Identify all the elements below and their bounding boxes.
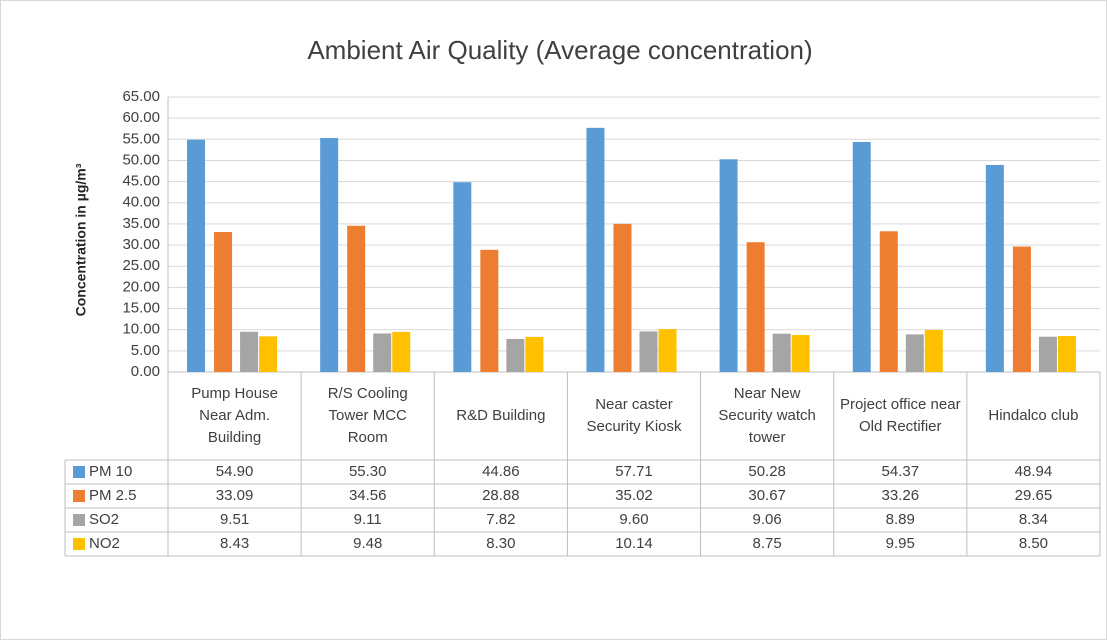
table-value: 54.37 <box>882 463 920 480</box>
bar <box>480 249 499 372</box>
table-value: 8.75 <box>753 535 782 552</box>
bar <box>240 331 259 372</box>
table-value: 8.30 <box>486 535 515 552</box>
bar <box>373 333 392 372</box>
table-value: 35.02 <box>615 487 653 504</box>
table-value: 7.82 <box>486 511 515 528</box>
table-value: 33.09 <box>216 487 254 504</box>
legend-label: SO2 <box>89 511 119 528</box>
bar <box>924 329 943 372</box>
table-value: 8.34 <box>1019 511 1048 528</box>
bar <box>1038 336 1057 372</box>
y-tick-label: 20.00 <box>122 278 160 295</box>
category-cell: Project office near Old Rectifier <box>839 396 961 435</box>
y-tick-label: 50.00 <box>122 151 160 168</box>
category-cell: Near New Security watch tower <box>718 385 816 446</box>
bar <box>772 333 791 372</box>
x-tick-label: Project office near Old Rectifier <box>839 396 961 435</box>
y-tick-label: 5.00 <box>131 342 160 359</box>
bar <box>259 336 278 372</box>
category-cell: R/S Cooling Tower MCC Room <box>327 385 408 446</box>
bar <box>613 223 632 372</box>
legend-swatch <box>73 538 85 550</box>
bar <box>985 164 1004 372</box>
y-tick-label: 0.00 <box>131 363 160 380</box>
bar <box>214 232 233 372</box>
chart-title: Ambient Air Quality (Average concentrati… <box>307 35 812 65</box>
table-value: 8.50 <box>1019 535 1048 552</box>
x-tick-label: Hindalco club <box>988 407 1079 424</box>
bar <box>1012 246 1031 372</box>
y-tick-label: 25.00 <box>122 257 160 274</box>
table-value: 34.56 <box>349 487 387 504</box>
x-tick-label: R&D Building <box>456 407 546 424</box>
bar <box>1057 336 1076 372</box>
table-value: 57.71 <box>615 463 653 480</box>
category-cell: Pump House Near Adm. Building <box>191 385 278 446</box>
y-tick-label: 30.00 <box>122 236 160 253</box>
category-cell: Near caster Security Kiosk <box>586 396 682 435</box>
table-value: 28.88 <box>482 487 520 504</box>
table-value: 8.89 <box>886 511 915 528</box>
table-value: 9.06 <box>753 511 782 528</box>
bar <box>453 182 472 372</box>
y-tick-label: 65.00 <box>122 88 160 105</box>
bar <box>586 127 605 372</box>
legend-label: NO2 <box>89 535 120 552</box>
table-value: 29.65 <box>1015 487 1053 504</box>
y-axis-label: Concentration in µg/m³ <box>73 163 89 316</box>
bar <box>639 331 658 372</box>
y-tick-label: 60.00 <box>122 109 160 126</box>
x-tick-label: Near New Security watch tower <box>718 385 816 446</box>
bar <box>347 225 366 372</box>
bar <box>506 338 525 372</box>
y-tick-label: 35.00 <box>122 215 160 232</box>
x-tick-label: R/S Cooling Tower MCC Room <box>327 385 408 446</box>
y-tick-label: 10.00 <box>122 321 160 338</box>
bar <box>852 141 871 372</box>
bar <box>658 329 677 372</box>
x-tick-label: Near caster Security Kiosk <box>586 396 682 435</box>
bar <box>187 139 206 372</box>
x-tick-label: Pump House Near Adm. Building <box>191 385 278 446</box>
bar <box>719 159 738 372</box>
table-value: 33.26 <box>882 487 920 504</box>
category-cell: R&D Building <box>456 407 546 424</box>
legend-swatch <box>73 490 85 502</box>
y-tick-label: 40.00 <box>122 194 160 211</box>
table-value: 30.67 <box>748 487 786 504</box>
table-value: 9.48 <box>353 535 382 552</box>
table-value: 8.43 <box>220 535 249 552</box>
table-value: 48.94 <box>1015 463 1053 480</box>
y-tick-label: 45.00 <box>122 173 160 190</box>
bar <box>525 336 544 372</box>
table-value: 54.90 <box>216 463 254 480</box>
legend-label: PM 10 <box>89 463 132 480</box>
table-value: 9.51 <box>220 511 249 528</box>
table-value: 9.95 <box>886 535 915 552</box>
y-tick-label: 15.00 <box>122 300 160 317</box>
bar <box>879 231 898 372</box>
bar <box>320 138 339 372</box>
legend-label: PM 2.5 <box>89 487 137 504</box>
bar <box>791 334 810 372</box>
bar <box>746 242 765 372</box>
table-value: 9.60 <box>619 511 648 528</box>
bar <box>392 331 411 372</box>
category-cell: Hindalco club <box>988 407 1079 424</box>
table-value: 50.28 <box>748 463 786 480</box>
legend-swatch <box>73 514 85 526</box>
table-value: 55.30 <box>349 463 387 480</box>
y-tick-label: 55.00 <box>122 130 160 147</box>
table-value: 9.11 <box>354 511 382 528</box>
table-value: 10.14 <box>615 535 653 552</box>
legend-swatch <box>73 466 85 478</box>
bar <box>905 334 924 372</box>
table-value: 44.86 <box>482 463 520 480</box>
